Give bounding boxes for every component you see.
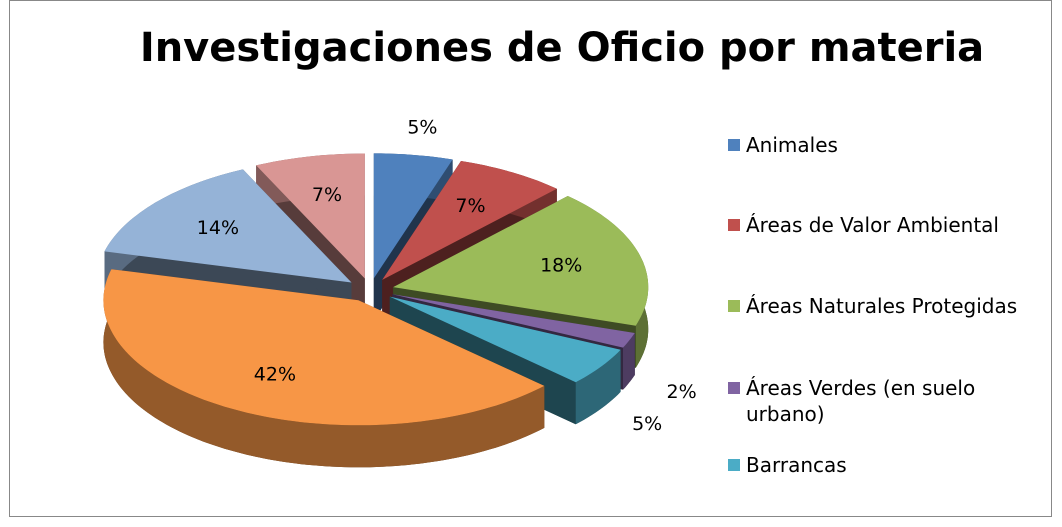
data-label: 7% <box>455 195 485 217</box>
legend-swatch <box>728 300 740 312</box>
data-label: 42% <box>254 363 296 385</box>
legend-item: Barrancas <box>728 452 1036 478</box>
legend-swatch <box>728 459 740 471</box>
data-label: 14% <box>197 217 239 239</box>
legend-item: Áreas Naturales Protegidas <box>728 293 1036 319</box>
legend-label: Animales <box>746 133 838 157</box>
legend-label: Barrancas <box>746 453 847 477</box>
slice <box>256 153 365 279</box>
legend-item: Áreas Verdes (en suelo urbano) <box>728 375 1036 427</box>
slice <box>389 296 621 383</box>
slice <box>382 161 557 280</box>
data-label: 5% <box>407 116 437 138</box>
legend-swatch <box>728 219 740 231</box>
data-label: 5% <box>632 413 662 435</box>
chart-title: Investigaciones de Oficio por materia <box>140 25 984 71</box>
data-label: 7% <box>312 184 342 206</box>
legend-swatch <box>728 382 740 394</box>
slice <box>104 169 352 283</box>
legend-label: Áreas Naturales Protegidas <box>746 294 1018 318</box>
slice-side <box>623 333 635 390</box>
slice <box>373 153 453 279</box>
data-label: 2% <box>666 381 696 403</box>
legend-swatch <box>728 139 740 151</box>
legend-item: Áreas de Valor Ambiental <box>728 212 1036 238</box>
slice <box>103 269 545 426</box>
slice <box>392 294 635 348</box>
data-label: 18% <box>540 254 582 276</box>
slice-side <box>103 269 545 468</box>
legend-item: Animales <box>728 132 1036 158</box>
slice-side <box>575 349 621 425</box>
slice <box>393 196 649 326</box>
legend-label: Áreas de Valor Ambiental <box>746 213 999 237</box>
legend-label: Áreas Verdes (en suelo urbano) <box>746 376 976 426</box>
